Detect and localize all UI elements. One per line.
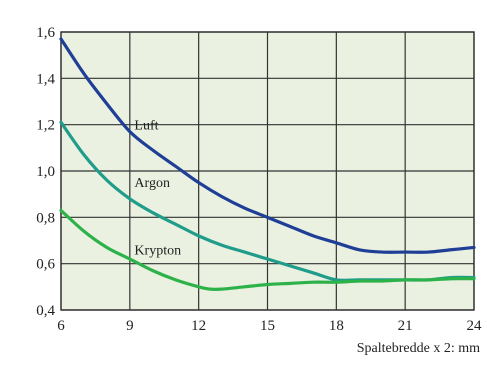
- series-line-luft: [59, 37, 476, 254]
- y-tick-label: 0,6: [36, 257, 55, 273]
- x-tick-label: 9: [126, 318, 134, 334]
- y-tick-label: 1,2: [36, 118, 55, 134]
- x-tick-label: 21: [398, 318, 413, 334]
- x-tick-label: 15: [260, 318, 275, 334]
- x-axis-title: Spaltebredde x 2: mm: [357, 341, 480, 356]
- series-label-argon: Argon: [134, 176, 170, 191]
- y-tick-label: 1,6: [36, 25, 55, 41]
- x-tick-label: 12: [191, 318, 206, 334]
- y-tick-label: 0,8: [36, 210, 55, 226]
- series-line-krypton: [59, 208, 476, 292]
- plot-frame: [60, 31, 475, 311]
- plot-layer: 0,4 0,6 0,8 1,0 1,2 1,4 1,6 6 9 12 15 18 21 24 Spalteb…: [36, 25, 482, 356]
- y-tick-label: 0,4: [36, 303, 55, 319]
- series-label-krypton: Krypton: [134, 243, 181, 258]
- y-tick-label: 1,4: [36, 71, 55, 87]
- series-label-luft: Luft: [134, 118, 158, 133]
- y-tick-label: 1,0: [36, 164, 55, 180]
- x-tick-label: 24: [467, 318, 483, 334]
- x-tick-label: 18: [329, 318, 344, 334]
- x-tick-label: 6: [57, 318, 65, 334]
